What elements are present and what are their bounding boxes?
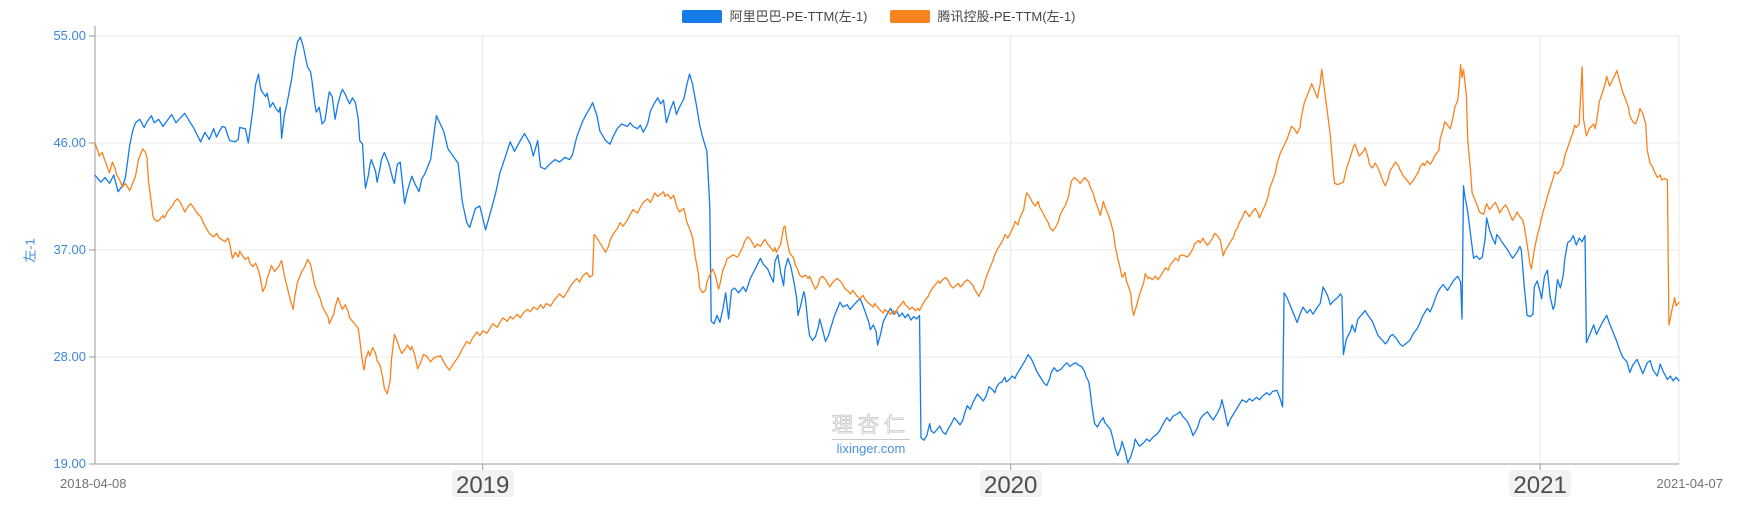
x-axis-label-backdrop: [979, 470, 1042, 497]
y-axis-label: 46.00: [53, 135, 86, 150]
chart-legend: 阿里巴巴-PE-TTM(左-1) 腾讯控股-PE-TTM(左-1): [0, 10, 1757, 23]
x-axis-year-label: 2021: [1513, 472, 1567, 499]
y-axis-label: 37.00: [53, 242, 86, 257]
x-axis-label-backdrop: [451, 470, 514, 497]
x-axis-year-label: 2020: [983, 472, 1038, 499]
legend-item-alibaba[interactable]: 阿里巴巴-PE-TTM(左-1): [681, 9, 868, 24]
x-axis-label-backdrop: [1509, 470, 1572, 497]
x-axis-end-date-label: 2021-04-07: [1656, 476, 1724, 491]
x-axis-start-date-label: 2018-04-08: [60, 476, 127, 491]
legend-label-alibaba: 阿里巴巴-PE-TTM(左-1): [729, 9, 868, 24]
legend-label-tencent: 腾讯控股-PE-TTM(左-1): [937, 9, 1076, 24]
watermark-logo-text: 理杏仁: [832, 414, 910, 440]
x-axis-year-label: 2019: [455, 472, 510, 499]
tencent-pe-line: [94, 63, 1680, 395]
legend-item-tencent[interactable]: 腾讯控股-PE-TTM(左-1): [889, 9, 1076, 24]
y-axis-label: 19.00: [53, 456, 86, 471]
y-axis-label: 55.00: [53, 28, 86, 43]
legend-swatch-tencent-icon: [889, 10, 930, 23]
legend-swatch-alibaba-icon: [681, 10, 722, 23]
alibaba-pe-line: [94, 36, 1680, 464]
watermark-site-url: lixinger.com: [836, 441, 906, 456]
y-axis-label: 28.00: [53, 349, 86, 364]
brand-watermark: 理杏仁 lixinger.com: [822, 414, 920, 456]
